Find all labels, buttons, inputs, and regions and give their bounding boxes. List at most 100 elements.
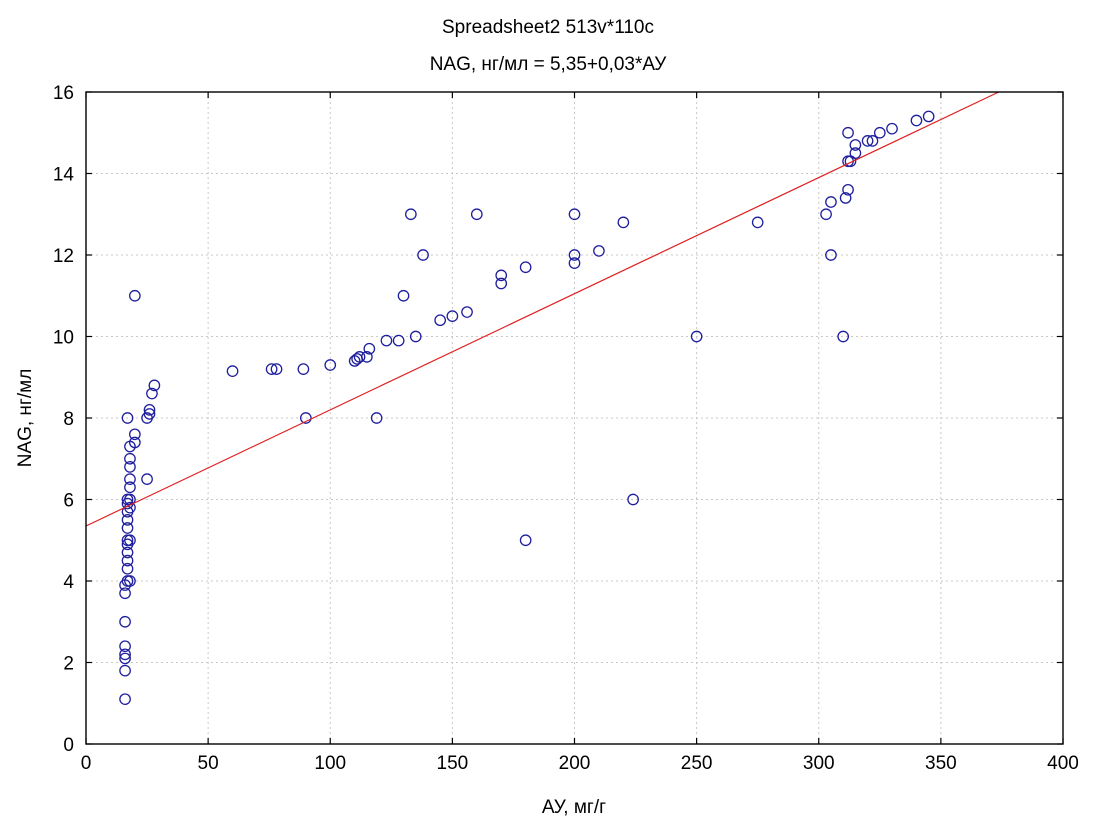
scatter-point xyxy=(297,363,310,375)
scatter-point xyxy=(825,196,837,208)
scatter-point xyxy=(353,351,366,363)
plot-frame xyxy=(85,91,1064,745)
scatter-point xyxy=(886,122,898,135)
scatter-point xyxy=(143,408,156,420)
y-tick-label: 12 xyxy=(53,246,74,267)
scatter-point xyxy=(568,249,581,261)
scatter-point xyxy=(129,436,141,449)
scatter-point xyxy=(363,342,376,355)
scatter-point xyxy=(119,664,131,677)
y-tick-label: 4 xyxy=(63,572,74,593)
x-tick-label: 50 xyxy=(198,753,219,774)
y-tick-label: 0 xyxy=(63,735,74,756)
scatter-point xyxy=(119,648,131,661)
scatter-point xyxy=(119,615,131,628)
scatter-point xyxy=(409,330,422,343)
scatter-point xyxy=(143,403,156,416)
scatter-point xyxy=(751,216,764,229)
x-tick-label: 100 xyxy=(314,753,346,774)
chart-subtitle: NAG, нг/мл = 5,35+0,03*АУ xyxy=(430,54,668,75)
scatter-point xyxy=(849,139,862,151)
scatter-point xyxy=(627,493,639,506)
y-tick-label: 2 xyxy=(63,654,74,675)
scatter-point xyxy=(446,310,459,322)
scatter-point xyxy=(837,330,850,343)
x-tick-label: 150 xyxy=(437,753,469,774)
scatter-point xyxy=(121,514,134,526)
scatter-point xyxy=(129,289,141,302)
y-tick-label: 16 xyxy=(53,83,74,104)
scatter-point xyxy=(849,147,862,159)
scatter-point xyxy=(121,522,134,534)
scatter-point xyxy=(324,359,337,371)
scatter-point xyxy=(265,363,278,375)
scatter-point xyxy=(124,461,136,473)
scatter-point xyxy=(270,363,283,375)
scatter-point xyxy=(568,208,581,221)
scatter-point xyxy=(461,306,473,318)
x-axis-title: АУ, мг/г xyxy=(542,797,606,818)
scatter-point xyxy=(121,412,134,424)
scatter-point xyxy=(825,249,837,261)
y-tick-label: 6 xyxy=(63,491,74,512)
scatter-point xyxy=(593,245,605,257)
y-tick-label: 10 xyxy=(53,328,74,349)
scatter-point xyxy=(124,452,136,465)
scatter-point xyxy=(124,473,136,485)
scatter-point xyxy=(470,208,483,221)
grid-lines xyxy=(86,92,1063,744)
scatter-point xyxy=(129,428,141,441)
y-tick-label: 8 xyxy=(63,409,74,430)
scatter-point xyxy=(380,334,393,347)
scatter-point xyxy=(690,330,703,343)
scatter-point xyxy=(121,562,134,575)
scatter-point xyxy=(922,110,935,123)
x-tick-label: 200 xyxy=(559,753,591,774)
scatter-point xyxy=(405,208,417,221)
scatter-point xyxy=(119,587,131,600)
scatter-point xyxy=(121,554,134,567)
scatter-point xyxy=(519,261,532,274)
scatter-point xyxy=(370,412,383,424)
x-tick-label: 250 xyxy=(681,753,713,774)
scatter-point xyxy=(226,365,239,377)
scatter-point xyxy=(146,387,158,400)
scatter-point xyxy=(866,135,879,147)
scatter-point xyxy=(910,114,923,127)
scatter-point xyxy=(519,534,532,547)
scatter-point xyxy=(820,208,832,221)
scatter-point xyxy=(495,277,508,290)
x-tick-label: 300 xyxy=(803,753,835,774)
scatter-point xyxy=(873,126,886,139)
scatter-point xyxy=(842,183,854,196)
scatter-point xyxy=(434,314,447,327)
scatter-point xyxy=(119,640,131,653)
scatter-point xyxy=(842,126,854,139)
x-tick-label: 350 xyxy=(925,753,957,774)
scatter-point xyxy=(495,269,508,282)
scatter-point xyxy=(124,481,136,494)
scatter-point xyxy=(124,534,136,547)
data-points xyxy=(119,110,935,706)
scatter-point xyxy=(361,351,373,363)
scatter-point xyxy=(299,412,312,424)
x-tick-label: 400 xyxy=(1047,753,1079,774)
chart-title: Spreadsheet2 513v*110c xyxy=(442,17,654,38)
y-axis-title: NAG, нг/мл xyxy=(15,369,36,468)
axis-ticks: 0 50 100 150 200 250 300 350 400 0 2 4 6 8 10 12 14 16 xyxy=(53,83,1079,774)
scatter-point xyxy=(392,334,405,347)
scatter-point xyxy=(397,289,410,302)
scatter-point xyxy=(121,546,134,559)
regression-line-group xyxy=(85,91,999,527)
scatter-point xyxy=(148,379,161,392)
regression-line xyxy=(85,91,999,527)
scatter-point xyxy=(141,473,153,485)
scatter-point xyxy=(119,652,131,665)
scatter-point xyxy=(839,192,852,204)
y-tick-label: 14 xyxy=(53,165,75,186)
scatter-point xyxy=(417,249,429,261)
scatter-point xyxy=(568,257,581,269)
scatter-point xyxy=(861,135,874,147)
